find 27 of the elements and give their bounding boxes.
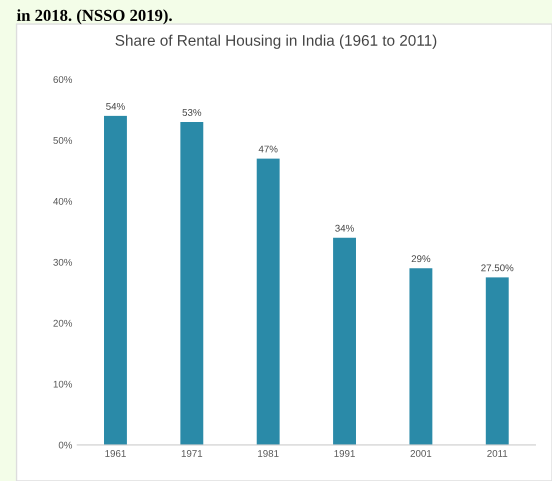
- y-tick-label: 30%: [53, 258, 72, 266]
- bar: [409, 268, 432, 445]
- data-label: 53%: [182, 109, 202, 116]
- bar: [333, 238, 356, 445]
- data-label: 54%: [106, 102, 125, 110]
- x-tick-label: 1981: [258, 450, 279, 457]
- data-label: 29%: [412, 255, 430, 262]
- y-tick-label: 10%: [54, 380, 72, 388]
- data-label: 27.50%: [481, 264, 514, 272]
- y-tick-label: 0%: [58, 442, 72, 449]
- y-tick-label: 50%: [53, 137, 72, 144]
- bar: [180, 122, 204, 445]
- x-tick-label: 1991: [334, 450, 355, 457]
- x-tick-label: 1971: [182, 450, 202, 457]
- data-label: 47%: [258, 146, 278, 152]
- y-tick-label: 60%: [53, 76, 72, 83]
- data-label: 34%: [335, 224, 354, 232]
- chart-title: Share of Rental Housing in India (1961 to 2011): [115, 34, 436, 49]
- bar: [104, 116, 127, 445]
- bar: [256, 158, 280, 445]
- bar: [486, 277, 509, 445]
- text: in 2018. (NSSO 2019).: [16, 9, 172, 24]
- x-tick-label: 2001: [410, 450, 432, 457]
- y-tick-label: 40%: [53, 198, 72, 205]
- x-tick-label: 2011: [487, 450, 508, 457]
- y-tick-label: 20%: [53, 320, 72, 327]
- x-tick-label: 1961: [105, 450, 126, 457]
